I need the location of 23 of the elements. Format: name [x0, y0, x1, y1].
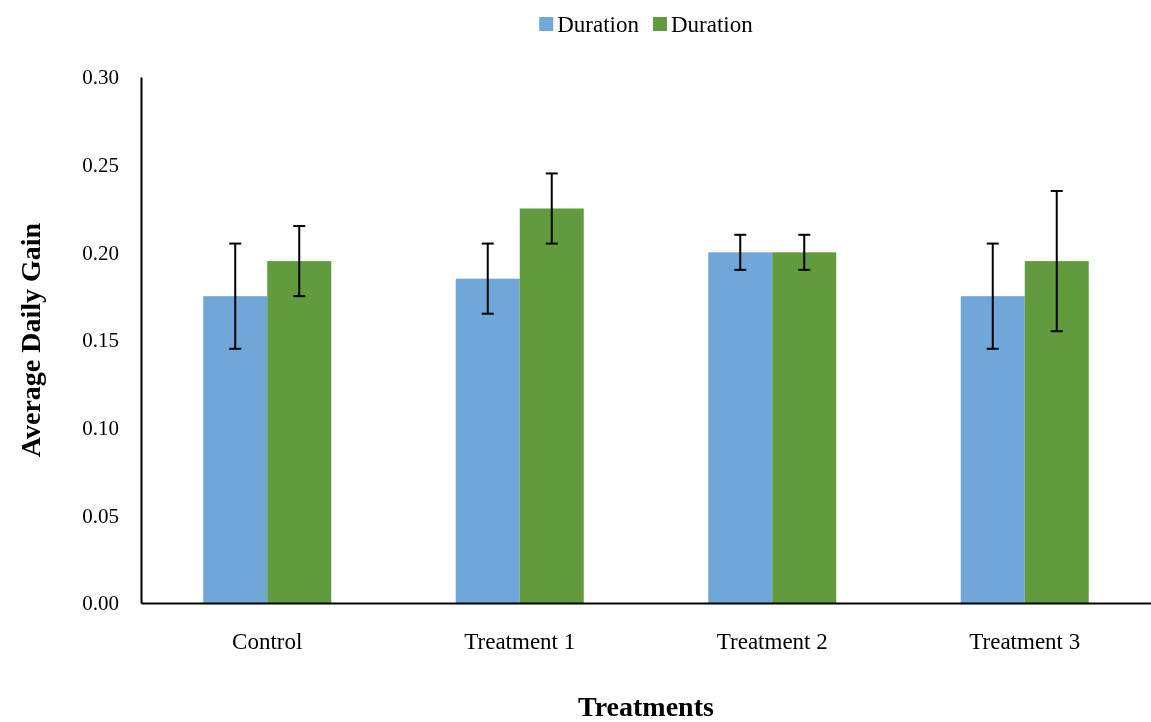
bar: [960, 296, 1025, 603]
y-tick-label: 0.05: [82, 503, 119, 528]
y-axis-title: Average Daily Gain: [15, 222, 46, 458]
legend-label: Duration: [671, 12, 754, 37]
legend-label: Duration: [557, 12, 640, 37]
bar: [455, 278, 520, 603]
y-tick-label: 0.15: [82, 328, 119, 353]
x-tick-label: Treatment 2: [716, 629, 828, 655]
x-tick-label: Control: [232, 629, 303, 655]
x-tick-label: Treatment 3: [969, 629, 1081, 655]
bar: [203, 296, 268, 603]
bar: [708, 252, 773, 603]
bar: [267, 261, 332, 603]
y-tick-label: 0.25: [82, 152, 119, 177]
bar: [519, 208, 584, 603]
y-tick-label: 0.10: [82, 415, 119, 440]
x-tick-label: Treatment 1: [464, 629, 576, 655]
y-tick-label: 0.20: [82, 240, 119, 265]
y-tick-label: 0.30: [82, 65, 119, 90]
y-tick-label: 0.00: [82, 591, 119, 616]
bar: [1024, 261, 1089, 603]
bar: [772, 252, 837, 603]
x-axis-title: Treatments: [578, 691, 715, 722]
